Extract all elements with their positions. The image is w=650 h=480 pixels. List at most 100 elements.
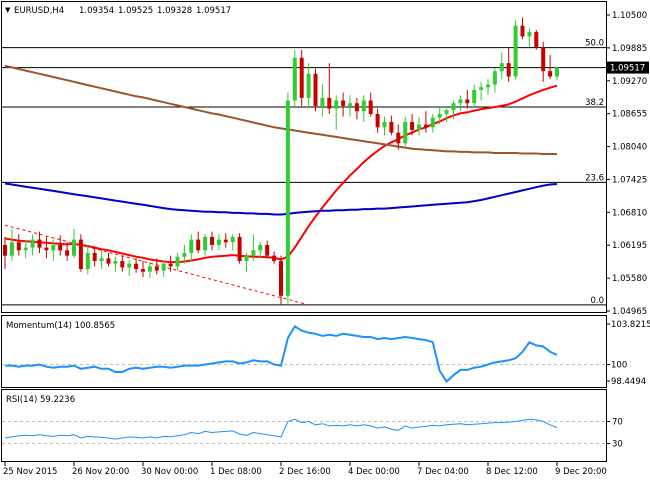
- candle-body-45: [313, 73, 318, 106]
- candle-body-26: [182, 252, 187, 257]
- candle-body-78: [541, 47, 546, 72]
- candle-body-49: [341, 100, 346, 106]
- candle-body-9: [65, 250, 70, 256]
- candle-body-51: [354, 103, 359, 112]
- candle-body-65: [451, 103, 456, 111]
- candle-body-24: [168, 263, 173, 267]
- candle-body-66: [458, 99, 463, 104]
- candle-body-79: [548, 71, 553, 77]
- candle-body-46: [320, 97, 325, 106]
- price-tick-label-6: 1.06810: [612, 208, 647, 218]
- momentum-line: [5, 325, 558, 384]
- momentum-tick-label-2: 98.4494: [611, 377, 646, 387]
- candle-body-11: [78, 239, 83, 270]
- candle-body-74: [513, 25, 518, 77]
- candle-body-6: [44, 247, 49, 251]
- candle-body-27: [189, 239, 194, 253]
- candle-body-48: [334, 100, 339, 109]
- candle-body-14: [99, 258, 104, 261]
- rsi-title: RSI(14) 59.2236: [6, 395, 75, 405]
- candle-body-31: [216, 239, 221, 245]
- fib-level-label-0: 50.0: [585, 39, 604, 49]
- candle-body-69: [479, 87, 484, 90]
- time-tick-label-0: 25 Nov 2015: [3, 467, 57, 477]
- time-tick-label-2: 30 Nov 00:00: [141, 467, 198, 477]
- candle-body-5: [37, 239, 42, 248]
- candle-body-3: [23, 247, 28, 251]
- price-tick-label-8: 1.05580: [612, 274, 647, 284]
- rsi-line: [4, 418, 558, 440]
- candle-body-20: [141, 269, 145, 272]
- current-price-badge-text: 1.09517: [610, 64, 645, 74]
- candle-body-16: [113, 260, 118, 264]
- candle-body-39: [272, 255, 277, 261]
- rsi-tick-label-1: 30: [612, 440, 623, 450]
- candle-body-33: [230, 236, 235, 243]
- candle-body-12: [85, 252, 90, 270]
- candle-body-68: [472, 89, 477, 104]
- candle-body-35: [244, 255, 249, 261]
- rsi-layer: [2, 418, 606, 444]
- rsi-panel-border: [1, 389, 607, 462]
- rsi-tick-label-0: 70: [612, 418, 623, 428]
- ohlc-high: 1.09525: [118, 6, 153, 16]
- candle-body-50: [348, 103, 352, 106]
- candle-body-80: [555, 67, 559, 77]
- candle-body-71: [492, 71, 497, 85]
- candle-body-25: [175, 256, 180, 267]
- candle-body-32: [223, 239, 228, 243]
- candle-body-10: [72, 239, 76, 256]
- main-panel-border: [1, 1, 607, 313]
- candle-body-53: [368, 100, 373, 114]
- candle-body-70: [486, 84, 490, 88]
- candle-body-75: [520, 25, 525, 37]
- time-tick-label-6: 7 Dec 04:00: [417, 467, 469, 477]
- candle-body-43: [299, 57, 304, 98]
- candle-body-52: [361, 100, 366, 112]
- momentum-layer: [2, 325, 606, 384]
- fib-level-label-1: 38.2: [585, 98, 604, 108]
- chart-title-icon: ▼: [5, 6, 11, 14]
- candle-body-28: [196, 239, 201, 251]
- candle-body-64: [444, 110, 449, 114]
- candle-body-63: [437, 113, 442, 118]
- fib-level-label-2: 23.6: [585, 173, 604, 183]
- candle-body-47: [327, 97, 332, 109]
- ma-line-2: [4, 182, 558, 216]
- candle-body-55: [382, 121, 387, 128]
- candle-body-41: [285, 100, 290, 296]
- price-tick-label-0: 1.10500: [612, 11, 647, 21]
- candle-body-77: [534, 32, 539, 48]
- price-tick-label-4: 1.08040: [612, 143, 647, 153]
- candle-body-0: [3, 244, 7, 256]
- time-tick-label-7: 8 Dec 12:00: [486, 467, 538, 477]
- candle-body-57: [396, 132, 401, 144]
- chart-symbol: EURUSD,H4: [14, 6, 64, 16]
- candle-body-17: [120, 260, 125, 268]
- candle-body-18: [127, 263, 132, 268]
- momentum-tick-label-0: 103.8215: [611, 320, 650, 330]
- candle-body-61: [423, 124, 428, 128]
- current-price-badge: [607, 61, 649, 74]
- price-tick-label-2: 1.09270: [612, 77, 647, 87]
- candle-body-76: [527, 32, 532, 37]
- candle-body-23: [161, 263, 166, 271]
- candle-body-59: [410, 121, 415, 130]
- candle-body-29: [203, 236, 208, 251]
- time-tick-label-4: 2 Dec 16:00: [279, 467, 331, 477]
- candle-body-2: [16, 242, 21, 251]
- price-tick-label-9: 1.04965: [612, 307, 647, 317]
- candle-body-54: [375, 113, 380, 128]
- candles-layer: [3, 17, 559, 305]
- candle-body-1: [9, 242, 14, 256]
- price-tick-label-7: 1.06195: [612, 241, 647, 251]
- fib-level-label-3: 0.0: [590, 296, 604, 306]
- candle-body-42: [292, 57, 297, 101]
- candle-body-72: [499, 63, 504, 72]
- candle-body-19: [134, 263, 139, 270]
- candle-body-37: [258, 244, 263, 251]
- candle-body-60: [417, 124, 421, 130]
- candle-body-40: [279, 260, 283, 296]
